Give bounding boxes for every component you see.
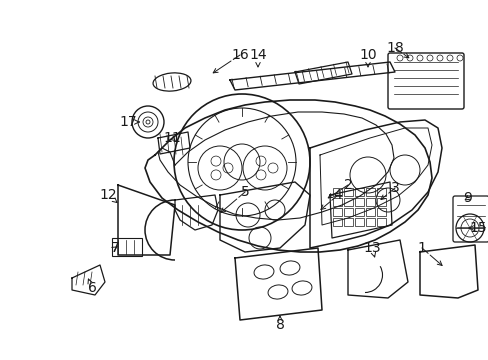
Text: 2: 2 [343, 178, 352, 192]
Bar [354, 218, 363, 226]
Text: 18: 18 [386, 41, 403, 55]
Bar [354, 198, 363, 206]
Text: 7: 7 [110, 241, 119, 255]
Bar [343, 188, 352, 196]
Bar [376, 218, 385, 226]
Bar [354, 188, 363, 196]
Bar [332, 188, 341, 196]
Bar [343, 208, 352, 216]
Bar [376, 188, 385, 196]
Bar [354, 208, 363, 216]
Bar [376, 198, 385, 206]
Text: 16: 16 [231, 48, 248, 62]
Bar [365, 198, 374, 206]
Bar [365, 208, 374, 216]
Text: 14: 14 [249, 48, 266, 62]
Bar [332, 208, 341, 216]
Bar [343, 218, 352, 226]
Text: 12: 12 [99, 188, 117, 202]
Bar [112, 238, 142, 256]
Bar [365, 218, 374, 226]
Text: 11: 11 [163, 131, 181, 145]
Text: 5: 5 [240, 185, 249, 199]
Bar [332, 198, 341, 206]
Bar [365, 188, 374, 196]
Text: 10: 10 [359, 48, 376, 62]
Bar [332, 218, 341, 226]
Text: 4: 4 [333, 188, 342, 202]
Text: 9: 9 [463, 191, 471, 205]
Text: 13: 13 [363, 241, 380, 255]
Text: 3: 3 [390, 181, 399, 195]
Text: 6: 6 [87, 281, 96, 295]
Bar [343, 198, 352, 206]
Text: 15: 15 [468, 221, 486, 235]
Text: 8: 8 [275, 318, 284, 332]
Bar [376, 208, 385, 216]
Text: 1: 1 [417, 241, 426, 255]
Text: 17: 17 [119, 115, 137, 129]
